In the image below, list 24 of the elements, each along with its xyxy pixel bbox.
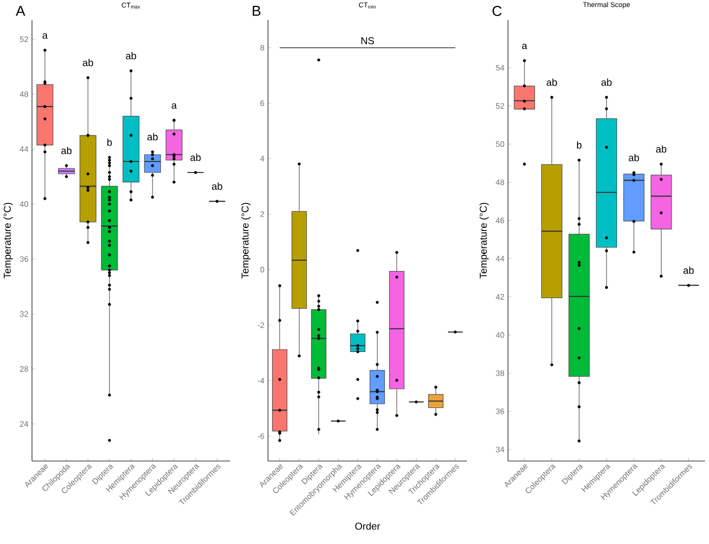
text: A xyxy=(16,6,26,16)
annotation: ab xyxy=(82,58,94,66)
annotation: ab xyxy=(546,78,557,86)
annotation: ab xyxy=(126,52,136,60)
annotation: ab xyxy=(190,154,201,161)
y-axis-title: Temperature (°C) xyxy=(479,202,489,279)
annotation: ab xyxy=(147,133,158,140)
annotation: b xyxy=(107,138,112,146)
annotation: ab xyxy=(628,154,639,162)
y-axis-title: Temperature (°C) xyxy=(241,202,251,279)
ref-line-label: NS xyxy=(361,37,374,44)
text: C xyxy=(492,6,502,16)
y-axis-title: Temperature (°C) xyxy=(3,202,13,279)
annotation: a xyxy=(42,33,48,39)
annotation: a xyxy=(522,44,528,50)
annotation: ab xyxy=(61,146,72,154)
annotation: b xyxy=(577,141,582,149)
text: B xyxy=(252,6,260,16)
annotation: ab xyxy=(683,266,694,274)
annotation: ab xyxy=(601,78,612,86)
annotation: ab xyxy=(212,182,222,190)
x-axis-title: Order xyxy=(355,522,380,530)
annotation: a xyxy=(172,103,177,109)
annotation: ab xyxy=(656,145,666,153)
